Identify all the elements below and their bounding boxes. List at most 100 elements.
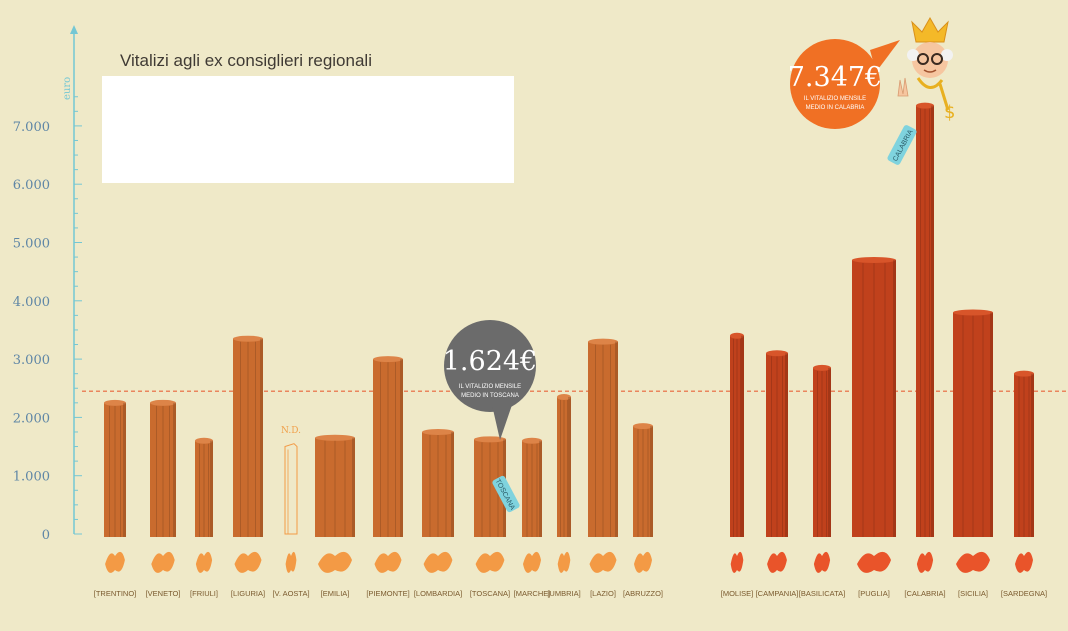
mascot-head xyxy=(912,42,948,78)
bars xyxy=(104,102,1034,538)
category-label-piemonte: [PIEMONTE] xyxy=(366,589,409,598)
category-label-puglia: [PUGLIA] xyxy=(858,589,890,598)
bar-marche xyxy=(522,437,542,537)
glasses-left-icon xyxy=(917,53,929,65)
bar-body xyxy=(195,440,213,537)
category-label-veneto: [VENETO] xyxy=(146,589,181,598)
category-label-lazio: [LAZIO] xyxy=(590,589,616,598)
bar-umbria xyxy=(557,393,571,537)
bar-top xyxy=(315,434,355,441)
bar-top xyxy=(474,436,506,443)
toscana-bubble-tail xyxy=(492,405,512,440)
bar-top xyxy=(195,437,213,444)
category-label-lombardia: [LOMBARDIA] xyxy=(414,589,462,598)
region-map-calabria xyxy=(916,551,934,573)
category-label-molise: [MOLISE] xyxy=(721,589,754,598)
bar-top xyxy=(730,332,744,339)
bar-top xyxy=(522,437,542,444)
bar-body xyxy=(557,396,571,537)
bar-shade xyxy=(123,402,126,537)
category-label-calabria: [CALABRIA] xyxy=(904,589,945,598)
bar-body xyxy=(766,353,788,537)
bar-trentino xyxy=(104,399,126,537)
mascot-hair-left xyxy=(907,49,919,61)
category-label-trentino: [TRENTINO] xyxy=(94,589,137,598)
calabria-bubble-tail xyxy=(870,40,900,72)
toscana-bubble xyxy=(444,320,536,412)
toscana-callout-line2: MEDIO IN TOSCANA xyxy=(461,393,519,399)
bar-shade xyxy=(210,440,213,537)
region-map-campania xyxy=(767,551,787,573)
region-map-marche xyxy=(523,551,541,573)
bar-shade xyxy=(893,259,896,537)
bar-lazio xyxy=(588,338,618,537)
king-mascot-illustration: $ xyxy=(897,16,955,123)
bar-abruzzo xyxy=(633,423,653,537)
y-axis-arrow-icon xyxy=(70,25,78,34)
region-map-sicilia xyxy=(956,551,990,573)
bar-molise xyxy=(730,332,744,537)
bar-body xyxy=(522,440,542,537)
bar-body xyxy=(633,426,653,537)
region-map-friuli xyxy=(195,551,213,573)
bar-lombardia xyxy=(422,428,454,537)
region-map-piemonte xyxy=(374,551,402,573)
bar-liguria xyxy=(233,335,263,537)
region-map-emilia xyxy=(318,551,352,573)
category-label-sardegna: [SARDEGNA] xyxy=(1001,589,1047,598)
bar-top xyxy=(588,338,618,345)
toscana-callout-value: 1.624€ xyxy=(443,346,537,377)
bar-top xyxy=(852,256,896,263)
bar-body xyxy=(422,431,454,537)
bar-shade xyxy=(400,359,403,537)
y-tick-label: 5.000 xyxy=(13,237,50,252)
category-label-abruzzo: [ABRUZZO] xyxy=(623,589,663,598)
bar-shade xyxy=(352,437,355,537)
bar-top xyxy=(104,399,126,406)
category-label-umbria: [UMBRIA] xyxy=(547,589,580,598)
category-label-sicilia: [SICILIA] xyxy=(958,589,988,598)
gold-chain-icon xyxy=(916,77,950,111)
y-axis-unit-label: euro xyxy=(62,77,73,100)
bar-body xyxy=(1014,373,1034,537)
bar-top xyxy=(373,356,403,363)
bar-shade xyxy=(990,312,993,537)
glasses-right-icon xyxy=(931,53,943,65)
bar-shade xyxy=(568,396,571,537)
y-tick-label: 2.000 xyxy=(13,411,50,426)
bar-top xyxy=(813,364,831,371)
bar-top xyxy=(633,423,653,430)
bar-campania xyxy=(766,350,788,537)
bar-shade xyxy=(173,402,176,537)
category-label-liguria: [LIGURIA] xyxy=(231,589,265,598)
bar-shade xyxy=(615,341,618,537)
region-map-molise xyxy=(730,551,744,573)
nd-label: N.D. xyxy=(281,426,301,436)
bar-top xyxy=(916,102,934,109)
category-label-campania: [CAMPANIA] xyxy=(756,589,799,598)
region-map-veneto xyxy=(151,551,175,573)
bar-shade xyxy=(785,353,788,537)
calabria-callout-line2: MEDIO IN CALABRIA xyxy=(806,105,865,111)
bar-shade xyxy=(931,105,934,538)
chart-title: Vitalizi agli ex consiglieri regionali xyxy=(120,51,372,70)
bar-puglia xyxy=(852,256,896,537)
bar-basilicata xyxy=(813,364,831,537)
bar-sicilia xyxy=(953,309,993,537)
bar-top xyxy=(557,393,571,400)
y-tick-label: 7.000 xyxy=(13,120,50,135)
y-tick-label: 0 xyxy=(42,528,50,543)
calabria-callout: 7.347€ IL VITALIZIO MENSILE MEDIO IN CAL… xyxy=(788,39,917,165)
y-tick-label: 3.000 xyxy=(13,353,50,368)
calabria-callout-line1: IL VITALIZIO MENSILE xyxy=(804,96,866,102)
category-label-basilicata: [BASILICATA] xyxy=(799,589,845,598)
bar-body xyxy=(104,402,126,537)
y-tick-label: 6.000 xyxy=(13,178,50,193)
category-label-marche: [MARCHE] xyxy=(514,589,551,598)
bar-top xyxy=(233,335,263,342)
bar-sardegna xyxy=(1014,370,1034,537)
bar-v-aosta xyxy=(284,443,298,535)
y-axis: 0 1.000 2.000 3.000 4.000 5.000 6.000 7.000 euro xyxy=(13,25,82,543)
category-label-friuli: [FRIULI] xyxy=(190,589,218,598)
